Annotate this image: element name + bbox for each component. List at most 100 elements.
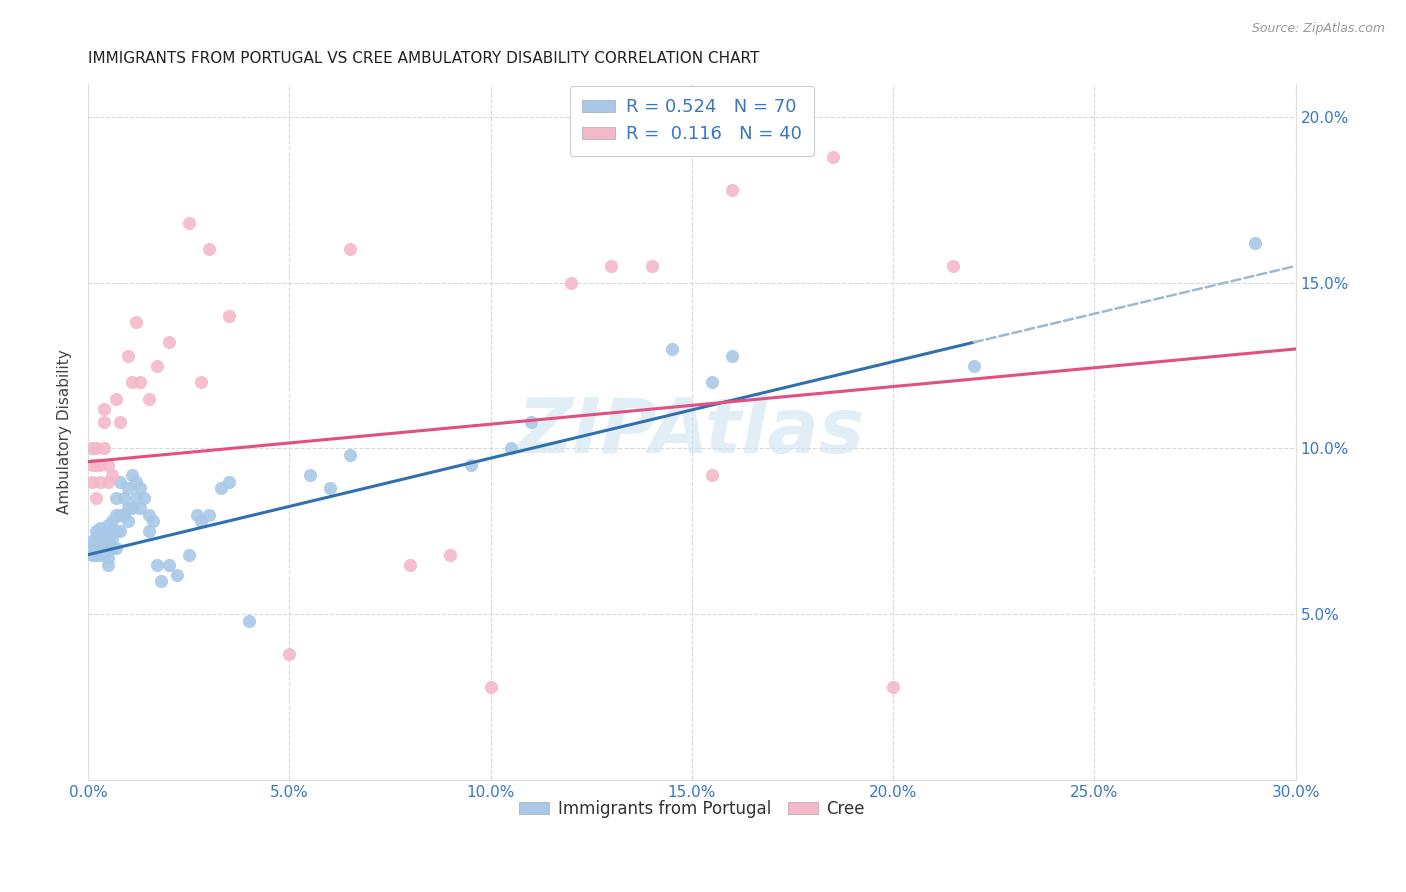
Point [97,534,120,549]
Point [882,681,904,695]
Point [640,259,662,273]
Point [117,501,139,516]
Point [110,475,132,489]
Point [82,548,104,562]
Point [84,541,107,555]
Point [190,515,212,529]
Point [138,508,160,522]
Point [112,491,135,506]
Point [101,541,124,555]
Point [479,681,502,695]
Point [97,544,120,558]
Point [84,531,107,545]
Point [84,458,107,472]
Point [82,442,104,456]
Point [145,558,167,572]
Point [125,315,148,329]
Point [520,415,543,429]
Point [101,515,124,529]
Point [129,481,152,495]
Point [93,534,115,549]
Point [93,524,115,539]
Point [700,375,723,389]
Point [942,259,965,273]
Point [97,475,120,489]
Point [600,259,623,273]
Point [117,349,139,363]
Point [177,548,200,562]
Point [238,614,260,628]
Point [82,534,104,549]
Text: IMMIGRANTS FROM PORTUGAL VS CREE AMBULATORY DISABILITY CORRELATION CHART: IMMIGRANTS FROM PORTUGAL VS CREE AMBULAT… [89,51,759,66]
Point [97,551,120,566]
Point [186,508,208,522]
Point [339,243,361,257]
Point [110,415,132,429]
Point [721,349,744,363]
Point [121,375,143,389]
Legend: Immigrants from Portugal, Cree: Immigrants from Portugal, Cree [513,793,872,824]
Point [93,415,115,429]
Point [89,528,111,542]
Point [399,558,422,572]
Point [198,508,221,522]
Point [82,541,104,555]
Point [89,534,111,549]
Y-axis label: Ambulatory Disability: Ambulatory Disability [58,350,72,515]
Point [84,548,107,562]
Point [93,544,115,558]
Point [97,524,120,539]
Point [117,481,139,495]
Point [82,475,104,489]
Point [117,515,139,529]
Point [177,216,200,230]
Point [105,508,128,522]
Point [84,524,107,539]
Point [110,508,132,522]
Point [721,183,744,197]
Point [89,541,111,555]
Point [97,538,120,552]
Point [209,481,232,495]
Point [134,491,156,506]
Point [339,448,361,462]
Point [190,375,212,389]
Point [97,531,120,545]
Point [93,401,115,416]
Point [138,524,160,539]
Point [89,548,111,562]
Point [560,276,582,290]
Point [218,475,240,489]
Point [121,468,143,483]
Point [318,481,340,495]
Point [157,335,180,350]
Point [105,392,128,406]
Point [84,442,107,456]
Point [101,468,124,483]
Point [89,521,111,535]
Point [125,491,148,506]
Point [460,458,482,472]
Point [110,524,132,539]
Point [89,475,111,489]
Point [89,458,111,472]
Point [121,501,143,516]
Point [97,558,120,572]
Point [97,458,120,472]
Point [157,558,180,572]
Point [962,359,984,373]
Point [499,442,522,456]
Point [101,531,124,545]
Point [112,508,135,522]
Point [145,359,167,373]
Point [105,491,128,506]
Point [298,468,321,483]
Point [82,458,104,472]
Point [84,491,107,506]
Point [439,548,461,562]
Point [198,243,221,257]
Point [138,392,160,406]
Point [278,647,301,661]
Point [1244,235,1267,250]
Point [149,574,172,589]
